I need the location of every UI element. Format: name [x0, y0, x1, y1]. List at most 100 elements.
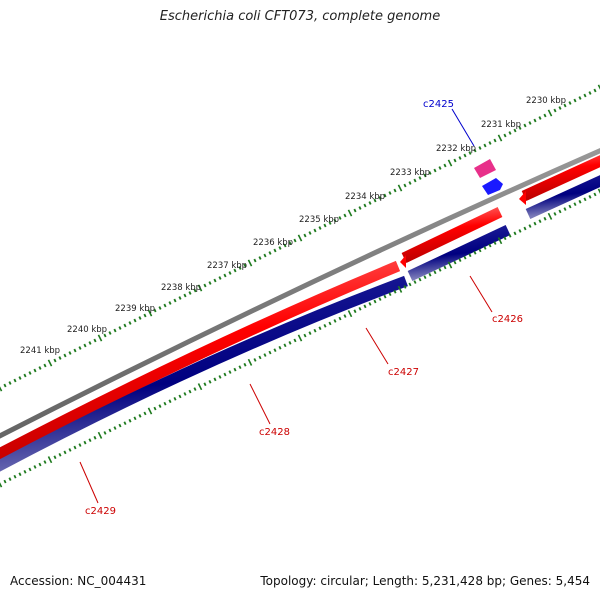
outer-scale-minor-tick: [528, 121, 532, 125]
outer-scale-minor-tick: [418, 176, 422, 180]
inner-scale-minor-tick: [303, 333, 307, 338]
outer-scale-minor-tick: [303, 233, 307, 238]
inner-scale-major-tick: [397, 285, 403, 293]
inner-scale-minor-tick: [538, 219, 542, 224]
inner-scale-minor-tick: [168, 399, 172, 404]
inner-scale-minor-tick: [443, 265, 447, 270]
inner-scale-minor-tick: [33, 465, 37, 469]
inner-scale-minor-tick: [13, 474, 17, 479]
outer-scale-minor-tick: [533, 118, 537, 123]
outer-scale-minor-tick: [483, 143, 487, 148]
outer-scale-major-tick: [197, 284, 203, 292]
inner-scale-minor-tick: [308, 331, 312, 335]
inner-scale-minor-tick: [268, 350, 272, 355]
inner-scale-minor-tick: [78, 443, 82, 447]
inner-scale-minor-tick: [243, 362, 247, 367]
inner-scale-minor-tick: [263, 353, 267, 357]
outer-scale-minor-tick: [443, 163, 447, 168]
inner-scale-minor-tick: [423, 275, 427, 279]
outer-scale-minor-tick: [238, 266, 242, 270]
outer-scale-minor-tick: [468, 151, 472, 155]
scale-label: 2231 kbp: [481, 120, 521, 130]
inner-scale-minor-tick: [378, 297, 382, 301]
inner-scale-minor-tick: [8, 477, 12, 481]
inner-scale-minor-tick: [333, 319, 337, 323]
inner-scale-major-tick: [347, 310, 353, 318]
inner-scale-minor-tick: [233, 367, 237, 372]
inner-scale-minor-tick: [253, 358, 257, 362]
outer-scale-major-tick: [347, 209, 353, 217]
inner-scale-minor-tick: [503, 236, 507, 241]
outer-scale-minor-tick: [578, 96, 582, 100]
outer-scale-minor-tick: [143, 313, 147, 318]
outer-scale-minor-tick: [353, 208, 357, 213]
outer-scale-minor-tick: [508, 131, 512, 135]
inner-scale-minor-tick: [223, 372, 227, 377]
inner-scale-minor-tick: [353, 309, 357, 314]
inner-scale-minor-tick: [508, 233, 512, 238]
outer-scale-minor-tick: [373, 198, 377, 203]
outer-scale-minor-tick: [103, 333, 107, 338]
outer-scale-major-tick: [447, 159, 453, 167]
inner-scale-minor-tick: [43, 460, 47, 464]
outer-scale-minor-tick: [3, 383, 7, 388]
inner-scale-minor-tick: [188, 389, 192, 394]
leader-line-c2425: [451, 108, 475, 147]
scale-label: 2241 kbp: [20, 346, 60, 356]
outer-scale-minor-tick: [383, 193, 387, 198]
inner-scale-minor-tick: [428, 272, 432, 277]
outer-scale-minor-tick: [33, 368, 37, 373]
inner-scale-minor-tick: [218, 375, 222, 379]
inner-scale-minor-tick: [3, 479, 7, 484]
inner-scale-minor-tick: [368, 302, 372, 306]
outer-scale-minor-tick: [38, 366, 42, 370]
gene-arrow-c2428-reverse: [0, 275, 408, 472]
outer-scale-minor-tick: [178, 296, 182, 300]
inner-scale-minor-tick: [113, 426, 117, 430]
outer-scale-minor-tick: [53, 358, 57, 363]
inner-scale-major-tick: [597, 188, 600, 194]
inner-scale-minor-tick: [228, 370, 232, 374]
inner-scale-major-tick: [197, 383, 203, 391]
inner-scale-minor-tick: [543, 216, 547, 221]
outer-scale-minor-tick: [363, 203, 367, 208]
inner-scale-minor-tick: [23, 470, 27, 474]
inner-scale-major-tick: [0, 482, 3, 488]
inner-scale-minor-tick: [88, 438, 92, 443]
outer-scale-major-tick: [97, 334, 103, 342]
scale-label: 2240 kbp: [67, 325, 107, 335]
outer-scale-minor-tick: [128, 321, 132, 325]
scale-label: 2238 kbp: [161, 283, 201, 293]
outer-scale-minor-tick: [68, 351, 72, 355]
outer-scale-minor-tick: [123, 323, 127, 328]
outer-scale-minor-tick: [158, 306, 162, 310]
inner-scale-minor-tick: [523, 226, 527, 231]
inner-scale-minor-tick: [68, 448, 72, 452]
inner-scale-major-tick: [97, 431, 103, 439]
outer-scale-minor-tick: [338, 216, 342, 220]
outer-scale-minor-tick: [243, 263, 247, 268]
inner-scale-minor-tick: [578, 199, 582, 204]
inner-scale-minor-tick: [83, 440, 87, 445]
gene-label-c2427: c2427: [388, 367, 419, 378]
inner-scale-minor-tick: [103, 431, 107, 435]
outer-scale-minor-tick: [368, 201, 372, 205]
leader-line-c2428: [249, 383, 271, 425]
outer-scale-minor-tick: [93, 338, 97, 343]
inner-scale-minor-tick: [403, 285, 407, 289]
gene-arrow-c2426-reverse: [525, 175, 600, 220]
gene-arrowhead: [400, 255, 406, 268]
inner-scale-minor-tick: [393, 289, 397, 294]
outer-scale-minor-tick: [13, 378, 17, 383]
outer-scale-minor-tick: [28, 371, 32, 375]
outer-scale-minor-tick: [378, 196, 382, 200]
outer-scale-minor-tick: [273, 248, 277, 253]
genome-summary-text: Topology: circular; Length: 5,231,428 bp…: [260, 574, 590, 588]
inner-scale-major-tick: [497, 237, 503, 245]
outer-scale-minor-tick: [503, 133, 507, 138]
outer-scale-minor-tick: [593, 88, 597, 93]
blue-feature: [482, 178, 503, 195]
inner-scale-minor-tick: [313, 328, 317, 333]
scale-label: 2232 kbp: [436, 144, 476, 154]
outer-scale-minor-tick: [43, 363, 47, 368]
